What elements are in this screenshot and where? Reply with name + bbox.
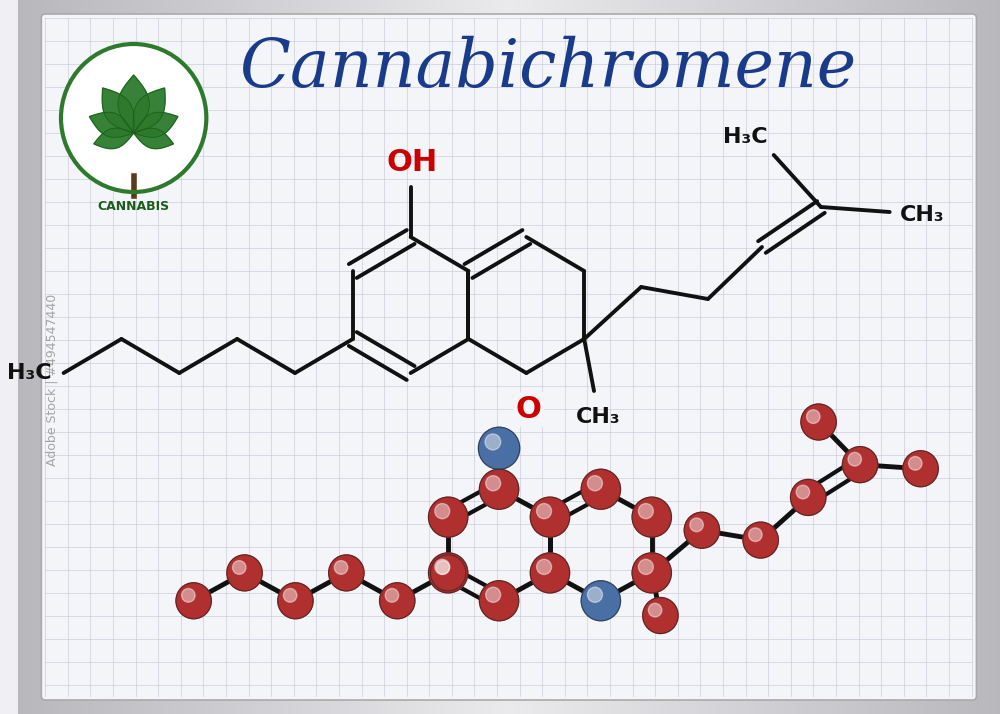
Circle shape [581, 580, 621, 620]
Circle shape [801, 404, 836, 440]
Circle shape [278, 583, 313, 619]
Circle shape [530, 497, 570, 537]
Circle shape [436, 560, 450, 574]
Circle shape [796, 486, 810, 499]
Circle shape [380, 583, 415, 619]
Text: Cannabichromene: Cannabichromene [240, 36, 857, 101]
Circle shape [176, 583, 211, 619]
Circle shape [909, 456, 922, 471]
Polygon shape [89, 112, 134, 137]
Text: H₃C: H₃C [723, 127, 768, 147]
Circle shape [690, 518, 703, 532]
Circle shape [638, 559, 653, 575]
Circle shape [684, 512, 720, 548]
Circle shape [329, 555, 364, 591]
Polygon shape [133, 88, 165, 133]
Circle shape [478, 427, 520, 469]
Circle shape [530, 553, 570, 593]
FancyBboxPatch shape [41, 14, 976, 700]
Text: H₃C: H₃C [7, 363, 52, 383]
Circle shape [643, 598, 678, 633]
Text: O: O [515, 395, 541, 424]
Polygon shape [134, 112, 178, 137]
Text: CH₃: CH₃ [899, 205, 944, 225]
Circle shape [227, 555, 262, 591]
Circle shape [632, 497, 671, 537]
Circle shape [791, 479, 826, 516]
Circle shape [842, 447, 878, 483]
Text: Adobe Stock | #494547440: Adobe Stock | #494547440 [45, 294, 58, 466]
Text: CH₃: CH₃ [576, 407, 620, 427]
Circle shape [807, 410, 820, 423]
Circle shape [479, 580, 519, 620]
Circle shape [385, 588, 399, 602]
Circle shape [182, 588, 195, 602]
Circle shape [648, 603, 662, 617]
Circle shape [435, 503, 450, 518]
Circle shape [233, 560, 246, 574]
Circle shape [537, 559, 552, 575]
Circle shape [429, 553, 468, 593]
Circle shape [486, 587, 501, 603]
Circle shape [749, 528, 762, 541]
Circle shape [486, 476, 501, 491]
Circle shape [743, 522, 778, 558]
Circle shape [903, 451, 938, 487]
Circle shape [429, 497, 468, 537]
Circle shape [848, 453, 861, 466]
Polygon shape [102, 88, 134, 133]
Polygon shape [94, 128, 134, 149]
Circle shape [435, 559, 450, 575]
Circle shape [60, 43, 207, 193]
Circle shape [334, 560, 348, 574]
Circle shape [632, 553, 671, 593]
Text: CANNABIS: CANNABIS [98, 199, 170, 213]
Polygon shape [134, 128, 174, 149]
Polygon shape [118, 75, 149, 133]
Circle shape [479, 469, 519, 509]
Circle shape [588, 476, 602, 491]
Text: OH: OH [387, 148, 438, 177]
Circle shape [588, 587, 602, 603]
Circle shape [581, 469, 621, 509]
Circle shape [485, 434, 501, 450]
Circle shape [283, 588, 297, 602]
Circle shape [537, 503, 552, 518]
Circle shape [430, 555, 466, 591]
Circle shape [638, 503, 653, 518]
